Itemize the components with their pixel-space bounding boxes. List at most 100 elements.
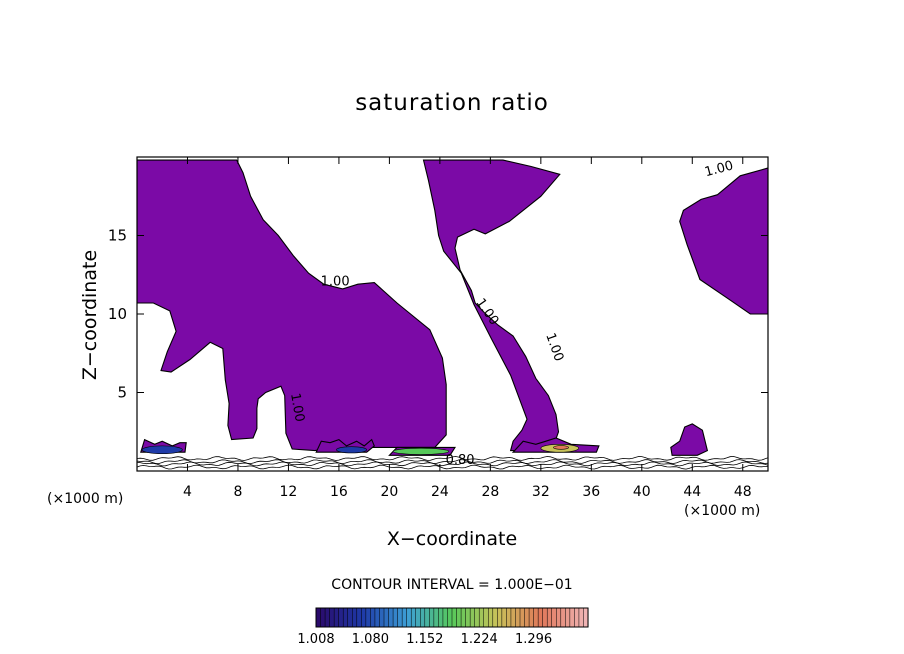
colorbar-cell: [379, 607, 385, 628]
chart-title: saturation ratio: [355, 90, 549, 116]
colorbar-cell: [565, 607, 571, 628]
colorbar-cell: [551, 607, 557, 628]
colorbar-cell: [506, 607, 512, 628]
saturated-region-8: [670, 423, 709, 456]
colorbar-cell: [537, 607, 544, 628]
saturated-regions: [137, 159, 768, 456]
saturated-region-1: [137, 159, 447, 452]
colorbar-cell: [388, 607, 394, 628]
colorbar-cell: [324, 607, 331, 628]
colorbar-cell: [410, 607, 417, 628]
colorbar-cell: [478, 607, 485, 628]
colorbar-cell: [456, 607, 462, 628]
colorbar-cell: [469, 607, 476, 628]
surface-contour-4: [137, 455, 768, 461]
colorbar-cell: [365, 607, 371, 628]
x-tick-label: 32: [532, 484, 550, 500]
colorbar-cell: [433, 607, 439, 628]
x-unit-left: (×1000 m): [47, 491, 124, 507]
colorbar-tick-label: 1.008: [297, 632, 334, 647]
x-tick-label: 28: [481, 484, 499, 500]
contour-interval-note: CONTOUR INTERVAL = 1.000E−01: [331, 577, 573, 593]
high-core-1: [141, 445, 183, 455]
colorbar-cell: [451, 607, 458, 628]
colorbar-tick-label: 1.296: [515, 632, 552, 647]
colorbar-cell: [515, 607, 521, 628]
colorbar-cell: [524, 607, 530, 628]
colorbar-cell: [560, 607, 566, 628]
colorbar-cell: [528, 607, 535, 628]
colorbar-cell: [438, 607, 444, 628]
colorbar-cell: [370, 607, 376, 628]
contour-label: 1.00: [542, 331, 566, 363]
surface-contour-1: [137, 464, 768, 470]
contour-label: 1.00: [703, 158, 735, 180]
y-axis-label: Z−coordinate: [79, 249, 101, 381]
contour-labels: 1.00 1.00 1.00 1.00 1.00 0.80: [287, 158, 735, 468]
colorbar-cell: [392, 607, 399, 628]
colorbar-cell: [542, 607, 548, 628]
colorbar-cell: [315, 607, 322, 628]
colorbar-cell: [501, 607, 507, 628]
high-core-3: [392, 447, 450, 455]
colorbar-cell: [329, 607, 335, 628]
colorbar-cell: [383, 607, 390, 628]
y-tick-label: 5: [117, 384, 127, 402]
colorbar-cell: [374, 607, 381, 628]
colorbar-cell: [510, 607, 517, 628]
colorbar-cell: [483, 607, 489, 628]
x-tick-label: 36: [582, 484, 600, 500]
colorbar-cell: [546, 607, 553, 628]
colorbar-cell: [519, 607, 526, 628]
contour-label: 1.00: [287, 392, 307, 423]
x-axis-label: X−coordinate: [386, 528, 518, 550]
colorbar-cell: [401, 607, 408, 628]
x-tick-label: 44: [683, 484, 701, 500]
high-core-5: [553, 445, 569, 450]
colorbar-tick-label: 1.080: [352, 632, 389, 647]
y-tick-label: 10: [108, 305, 127, 323]
colorbar-cell: [338, 607, 344, 628]
x-tick-label: 40: [633, 484, 651, 500]
colorbar-cell: [356, 607, 362, 628]
colorbar-cell: [397, 607, 403, 628]
colorbar-cell: [361, 607, 367, 628]
y-tick-label: 15: [108, 227, 127, 245]
colorbar-cell: [460, 607, 467, 628]
contour-label: 1.00: [472, 296, 501, 328]
colorbar-cell: [406, 607, 412, 628]
saturated-region-3: [679, 167, 768, 315]
colorbar-tick-label: 1.152: [406, 632, 443, 647]
colorbar-cell: [556, 607, 562, 628]
colorbar-frame: [315, 607, 589, 628]
colorbar-cell: [342, 607, 349, 628]
colorbar-cell: [347, 607, 353, 628]
x-tick-label: 4: [183, 484, 192, 500]
contour-label: 1.00: [321, 275, 350, 290]
colorbar-cell: [424, 607, 430, 628]
x-tick-label: 24: [431, 484, 449, 500]
x-tick-label: 48: [734, 484, 752, 500]
colorbar-cell: [492, 607, 498, 628]
colorbar-cell: [442, 607, 449, 628]
x-unit-right: (×1000 m): [684, 503, 761, 519]
surface-contour-2: [137, 461, 768, 467]
saturated-region-2: [422, 159, 561, 452]
colorbar-cell: [429, 607, 435, 628]
colorbar-cell: [420, 607, 426, 628]
colorbar-cell: [465, 607, 471, 628]
x-axis-ticks: 4 8 12 16 20 24 28 32 36 40 44 48: [183, 157, 752, 500]
colorbar-tick-label: 1.224: [461, 632, 498, 647]
colorbar-cell: [333, 607, 340, 628]
colorbar-cell: [533, 607, 539, 628]
x-tick-label: 12: [280, 484, 298, 500]
colorbar-cell: [569, 607, 575, 628]
x-tick-label: 8: [233, 484, 242, 500]
colorbar: 1.008 1.080 1.152 1.224 1.296: [297, 607, 589, 647]
colorbar-cell: [474, 607, 480, 628]
colorbar-cell: [488, 607, 494, 628]
high-core-2: [336, 446, 367, 454]
high-saturation-cores: [141, 444, 580, 455]
colorbar-cell: [320, 607, 326, 628]
